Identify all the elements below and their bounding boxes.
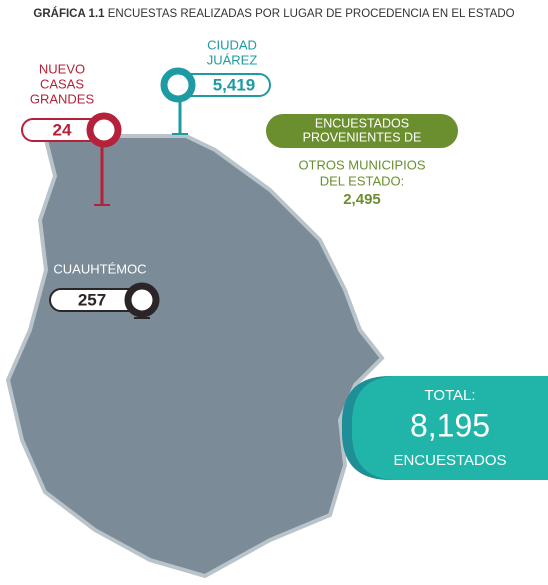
- pin-head: [160, 67, 196, 103]
- location-name: GRANDES: [30, 91, 95, 106]
- location-value: 24: [53, 120, 72, 139]
- location-name: CUAUHTÉMOC: [53, 261, 146, 276]
- title: GRÁFICA 1.1 ENCUESTAS REALIZADAS POR LUG…: [33, 7, 514, 20]
- location-name: NUEVO: [39, 61, 85, 76]
- other-value: 2,495: [343, 191, 381, 208]
- state-map: [5, 134, 385, 579]
- location-value: 257: [78, 290, 106, 309]
- other-text: OTROS MUNICIPIOS: [298, 157, 425, 172]
- total-label: TOTAL:: [424, 387, 475, 404]
- total-box: [351, 376, 548, 480]
- total-value: 8,195: [410, 407, 490, 443]
- location-name: JUÁREZ: [207, 52, 258, 67]
- location-name: CASAS: [40, 76, 84, 91]
- total-unit: ENCUESTADOS: [393, 452, 506, 469]
- other-banner-text: PROVENIENTES DE: [303, 130, 422, 144]
- pin-head: [86, 112, 122, 148]
- other-text: DEL ESTADO:: [320, 173, 405, 188]
- title-text: ENCUESTAS REALIZADAS POR LUGAR DE PROCED…: [108, 8, 515, 20]
- location-value: 5,419: [213, 75, 256, 94]
- pin-head: [124, 282, 160, 318]
- location-name: CIUDAD: [207, 37, 257, 52]
- other-banner-text: ENCUESTADOS: [315, 116, 409, 130]
- other-banner: [266, 114, 458, 148]
- title-prefix: GRÁFICA 1.1: [33, 7, 105, 20]
